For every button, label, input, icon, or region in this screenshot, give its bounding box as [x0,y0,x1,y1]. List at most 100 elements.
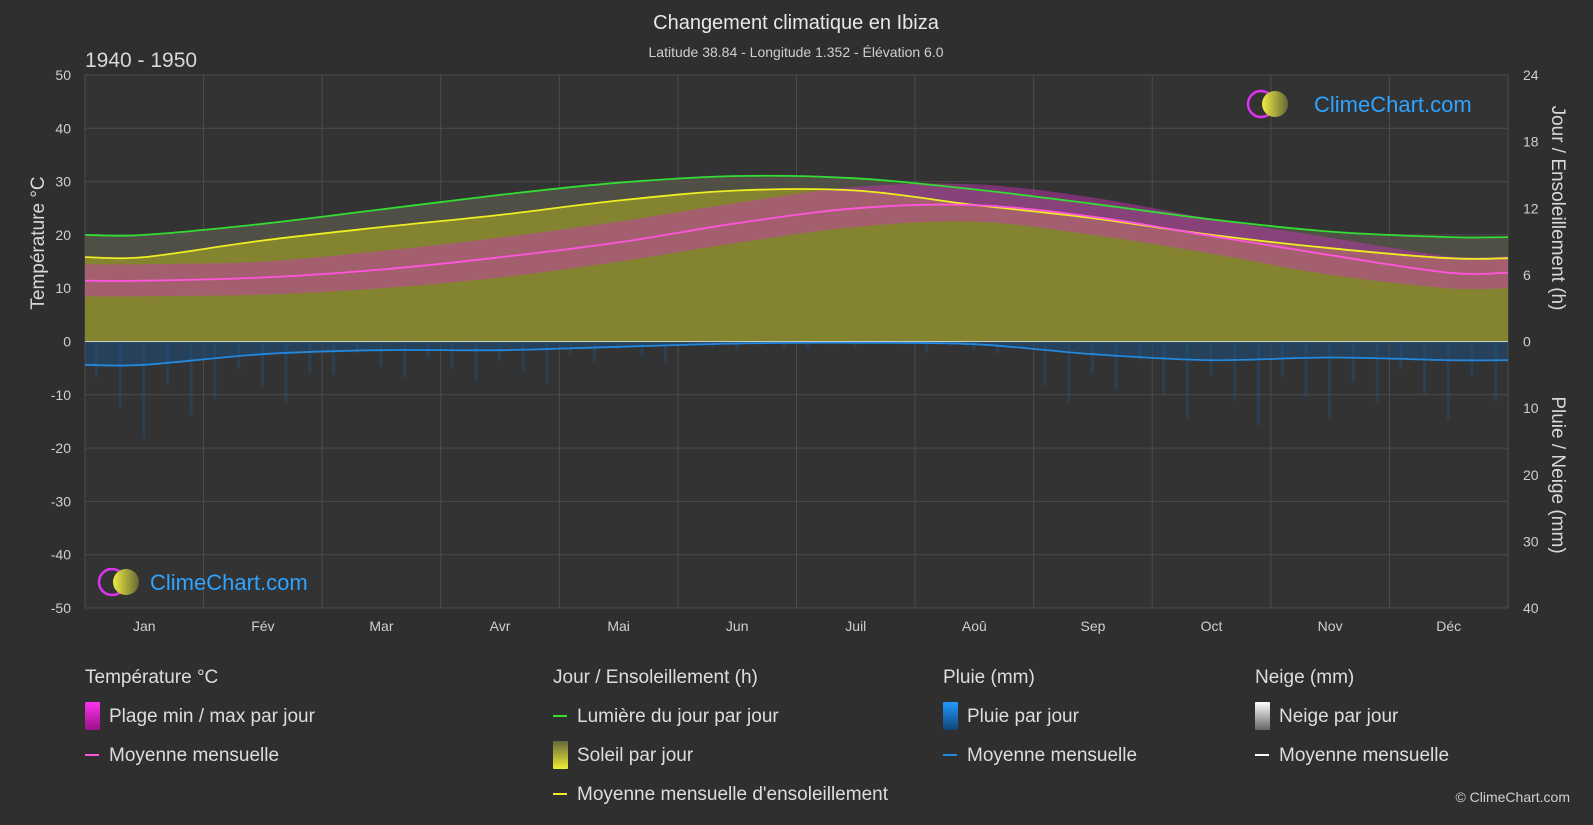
rain-day-bar [853,341,857,347]
brand-name-bottom: ClimeChart.com [150,570,308,595]
left-tick-label: -50 [51,600,71,616]
legend-item-label: Lumière du jour par jour [577,706,779,727]
month-tick-label: Fév [251,618,274,634]
rain-day-bar [94,341,98,377]
right-hours-tick-label: 18 [1523,134,1539,150]
right-hours-tick-label: 24 [1523,67,1539,83]
rain-day-bar [474,341,478,381]
chart-subtitle: Latitude 38.84 - Longitude 1.352 - Éléva… [649,44,944,60]
month-tick-label: Déc [1436,618,1461,634]
legend-item-label: Pluie par jour [967,706,1080,727]
rain-day-bar [664,341,668,364]
rain-day-bar [1209,341,1213,376]
right-top-axis-title: Jour / Ensoleillement (h) [1547,106,1568,311]
month-tick-label: Mai [607,618,630,634]
rain-day-bar [1067,341,1071,403]
month-tick-label: Oct [1201,618,1223,634]
left-tick-label: -20 [51,440,71,456]
period-label: 1940 - 1950 [85,49,197,72]
rain-day-bar [1256,341,1260,426]
daylight-line [84,174,1509,239]
month-tick-label: Jun [726,618,749,634]
rain-day-bar [1090,341,1094,374]
right-hours-tick-label: 0 [1523,334,1531,350]
rain-day-bar [1233,341,1237,401]
left-tick-label: 30 [55,174,71,190]
rain-day-bar [806,341,810,348]
month-tick-label: Juil [845,618,866,634]
legend-item-label: Moyenne mensuelle [967,745,1137,766]
rain-day-bar [1019,341,1023,348]
logo-sun-icon [1262,91,1288,117]
rain-day-bar [640,341,644,357]
rain-day-bar [1304,341,1308,398]
rain-day-bar [1138,341,1142,361]
right-precip-tick-label: 30 [1523,533,1539,549]
legend-item-label: Soleil par jour [577,745,694,766]
left-tick-label: -10 [51,387,71,403]
left-tick-label: 0 [63,334,71,350]
legend-item-label: Moyenne mensuelle [109,745,279,766]
rain-day-bar [616,341,620,350]
legend-item-label: Moyenne mensuelle d'ensoleillement [577,784,889,805]
rain-day-bar [1494,341,1498,401]
rain-day-bar [213,341,217,399]
legend-item-label: Neige par jour [1279,706,1399,727]
rain-day-bar [1162,341,1166,395]
logo-sun-icon [113,569,139,595]
sunshine-mean-line [84,188,1509,260]
right-precip-tick-label: 10 [1523,400,1539,416]
rain-day-bar [260,341,264,386]
brand-logo-top[interactable]: ClimeChart.com [1246,89,1472,119]
legend-gradient-swatch [1255,702,1270,730]
rain-day-bar [142,341,146,439]
legend-item-label: Plage min / max par jour [109,706,316,727]
rain-day-bar [782,341,786,349]
legend-gradient-swatch [85,702,100,730]
rain-day-bar [189,341,193,416]
left-tick-label: -40 [51,547,71,563]
right-precip-tick-label: 40 [1523,600,1539,616]
month-tick-label: Jan [133,618,156,634]
legend-gradient-swatch [553,741,568,769]
rain-day-bar [521,341,525,372]
chart-title: Changement climatique en Ibiza [653,12,940,34]
rain-day-bar [308,341,312,374]
rain-day-bar [1328,341,1332,419]
rain-day-bar [1375,341,1379,403]
left-tick-label: 50 [55,67,71,83]
rain-day-bar [924,341,928,353]
rain-day-bar [1114,341,1118,391]
legend-heading: Température °C [85,667,218,688]
rain-day-bar [1422,341,1426,395]
data-lines [84,174,1509,367]
rain-day-bar [332,341,336,375]
legend: Température °C Plage min / max par jour Mo… [85,667,1449,805]
brand-name-top: ClimeChart.com [1314,92,1472,117]
left-tick-label: 20 [55,227,71,243]
rain-day-bar [355,341,359,355]
right-hours-tick-label: 12 [1523,200,1539,216]
right-precip-tick-label: 20 [1523,467,1539,483]
legend-heading: Neige (mm) [1255,667,1354,688]
rain-day-bar [450,341,454,369]
legend-item-label: Moyenne mensuelle [1279,745,1449,766]
legend-heading: Jour / Ensoleillement (h) [553,667,758,688]
brand-logo-bottom[interactable]: ClimeChart.com [97,567,308,597]
month-tick-label: Avr [490,618,511,634]
month-tick-label: Aoû [962,618,987,634]
right-bottom-axis-title: Pluie / Neige (mm) [1547,396,1568,553]
right-hours-tick-label: 6 [1523,267,1531,283]
rain-mean-line [84,341,1509,367]
rain-day-bar [972,341,976,350]
month-tick-label: Mar [369,618,393,634]
rain-day-bar [1351,341,1355,382]
axis-ticks: 50 40 30 20 10 0 -10 -20 -30 -40 -50 Jan Fév Mar Avr Ma… [51,67,1539,634]
rain-day-bar [379,341,383,367]
rain-day-bar [1446,341,1450,420]
rain-day-bar [735,341,739,351]
month-tick-label: Nov [1318,618,1343,634]
rain-day-bar [996,341,1000,354]
left-tick-label: 40 [55,120,71,136]
